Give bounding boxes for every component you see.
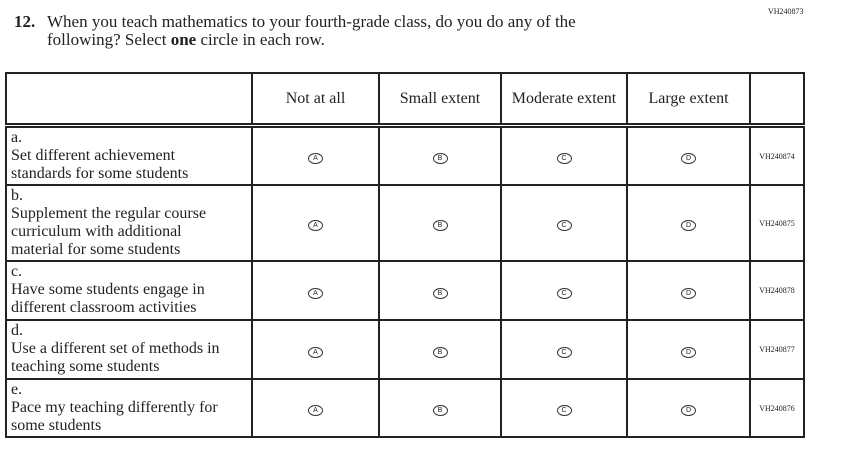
option-cell: D xyxy=(626,260,751,321)
col-header: Small extent xyxy=(378,72,502,128)
response-circle[interactable]: A xyxy=(308,346,323,358)
row-letter: c. xyxy=(11,263,23,280)
response-circle[interactable]: D xyxy=(681,220,696,231)
response-circle[interactable]: C xyxy=(556,405,572,416)
response-circle[interactable]: B xyxy=(432,346,448,358)
row-label: c.Have some students engage in different… xyxy=(5,260,253,321)
response-circle[interactable]: B xyxy=(432,287,448,299)
response-circle[interactable]: C xyxy=(556,153,572,164)
response-circle[interactable]: C xyxy=(556,220,572,231)
option-cell: C xyxy=(500,378,628,438)
option-cell: B xyxy=(378,319,502,380)
option-cell: C xyxy=(500,184,628,262)
response-grid: Not at all Small extent Moderate extent … xyxy=(5,72,805,438)
response-circle[interactable]: B xyxy=(432,405,448,416)
question-text: When you teach mathematics to your fourt… xyxy=(47,12,576,31)
response-circle[interactable]: D xyxy=(681,346,696,358)
code-header xyxy=(749,72,805,128)
option-cell: D xyxy=(626,319,751,380)
row-code: VH240874 xyxy=(749,124,805,186)
option-cell: B xyxy=(378,124,502,186)
table-row: b.Supplement the regular course curricul… xyxy=(5,184,805,262)
row-code: VH240877 xyxy=(749,319,805,380)
option-cell: C xyxy=(500,124,628,186)
question-number: 12. xyxy=(14,12,36,31)
row-label: e.Pace my teaching differently for some … xyxy=(5,378,253,438)
question-text-2: following? Select xyxy=(47,30,171,49)
response-circle[interactable]: D xyxy=(681,287,696,299)
option-cell: A xyxy=(251,184,380,262)
row-text: Have some students engage in different c… xyxy=(11,281,205,316)
row-text: Set different achievement standards for … xyxy=(11,147,189,182)
blank-header xyxy=(5,72,253,128)
table-row: d.Use a different set of methods in teac… xyxy=(5,319,805,380)
option-cell: D xyxy=(626,124,751,186)
option-cell: D xyxy=(626,378,751,438)
option-cell: B xyxy=(378,184,502,262)
question-emphasis: one xyxy=(170,30,197,49)
response-circle[interactable]: A xyxy=(308,287,323,299)
row-code: VH240878 xyxy=(749,260,805,321)
row-label: d.Use a different set of methods in teac… xyxy=(5,319,253,380)
row-letter: a. xyxy=(11,129,23,146)
item-code: VH240873 xyxy=(768,7,804,16)
option-cell: A xyxy=(251,260,380,321)
question-text-3: circle in each row. xyxy=(196,30,325,49)
response-circle[interactable]: A xyxy=(308,153,323,164)
option-cell: B xyxy=(378,378,502,438)
response-circle[interactable]: A xyxy=(308,220,323,231)
row-text: Supplement the regular course curriculum… xyxy=(11,205,207,258)
option-cell: B xyxy=(378,260,502,321)
row-letter: e. xyxy=(11,381,23,398)
row-letter: b. xyxy=(11,187,23,204)
row-text: Pace my teaching differently for some st… xyxy=(11,399,218,434)
question: 12. When you teach mathematics to your fo… xyxy=(14,13,576,49)
option-cell: C xyxy=(500,260,628,321)
option-cell: C xyxy=(500,319,628,380)
row-text: Use a different set of methods in teachi… xyxy=(11,340,220,375)
table-row: a.Set different achievement standards fo… xyxy=(5,124,805,186)
option-cell: A xyxy=(251,124,380,186)
table-row: e.Pace my teaching differently for some … xyxy=(5,378,805,438)
option-cell: D xyxy=(626,184,751,262)
row-label: a.Set different achievement standards fo… xyxy=(5,124,253,186)
row-label: b.Supplement the regular course curricul… xyxy=(5,184,253,262)
table-row: c.Have some students engage in different… xyxy=(5,260,805,321)
col-header: Moderate extent xyxy=(500,72,628,128)
col-header: Not at all xyxy=(251,72,380,128)
option-cell: A xyxy=(251,378,380,438)
row-letter: d. xyxy=(11,322,23,339)
option-cell: A xyxy=(251,319,380,380)
response-circle[interactable]: A xyxy=(308,405,323,416)
row-code: VH240875 xyxy=(749,184,805,262)
response-circle[interactable]: D xyxy=(681,405,696,416)
response-circle[interactable]: B xyxy=(432,153,448,164)
row-code: VH240876 xyxy=(749,378,805,438)
response-circle[interactable]: C xyxy=(556,287,572,299)
response-circle[interactable]: C xyxy=(556,346,572,358)
response-circle[interactable]: D xyxy=(681,153,696,164)
response-circle[interactable]: B xyxy=(432,220,448,231)
col-header: Large extent xyxy=(626,72,751,128)
